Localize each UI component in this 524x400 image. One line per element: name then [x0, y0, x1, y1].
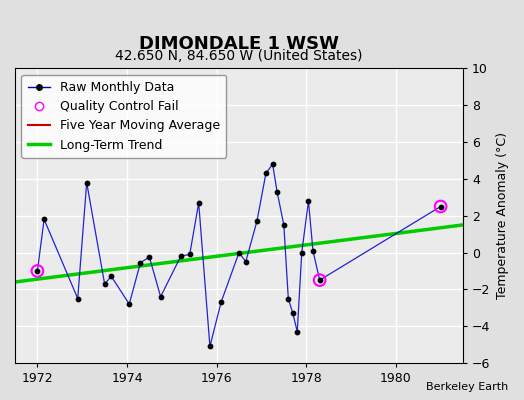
Point	[309, 248, 317, 254]
Text: Berkeley Earth: Berkeley Earth	[426, 382, 508, 392]
Point	[157, 294, 165, 300]
Point	[284, 295, 292, 302]
Point	[206, 343, 214, 350]
Point	[289, 310, 297, 316]
Title: DIMONDALE 1 WSW: DIMONDALE 1 WSW	[139, 35, 339, 53]
Point	[235, 249, 243, 256]
Text: 42.650 N, 84.650 W (United States): 42.650 N, 84.650 W (United States)	[115, 48, 363, 62]
Y-axis label: Temperature Anomaly (°C): Temperature Anomaly (°C)	[496, 132, 509, 299]
Point	[280, 222, 288, 228]
Point	[242, 258, 250, 265]
Point	[40, 216, 48, 222]
Point	[33, 268, 41, 274]
Point	[194, 200, 203, 206]
Point	[136, 260, 145, 266]
Point	[145, 254, 154, 260]
Point	[298, 249, 306, 256]
Point	[177, 253, 185, 260]
Point	[217, 299, 225, 306]
Point	[273, 188, 281, 195]
Point	[436, 203, 445, 210]
Point	[261, 170, 270, 176]
Point	[315, 277, 324, 283]
Point	[268, 161, 277, 167]
Point	[73, 295, 82, 302]
Point	[315, 277, 324, 283]
Point	[33, 268, 41, 274]
Point	[253, 218, 261, 224]
Point	[107, 273, 115, 280]
Point	[436, 203, 445, 210]
Point	[293, 328, 301, 335]
Point	[125, 301, 134, 307]
Legend: Raw Monthly Data, Quality Control Fail, Five Year Moving Average, Long-Term Tren: Raw Monthly Data, Quality Control Fail, …	[21, 75, 226, 158]
Point	[82, 179, 91, 186]
Point	[101, 281, 109, 287]
Point	[304, 198, 313, 204]
Point	[185, 251, 194, 258]
